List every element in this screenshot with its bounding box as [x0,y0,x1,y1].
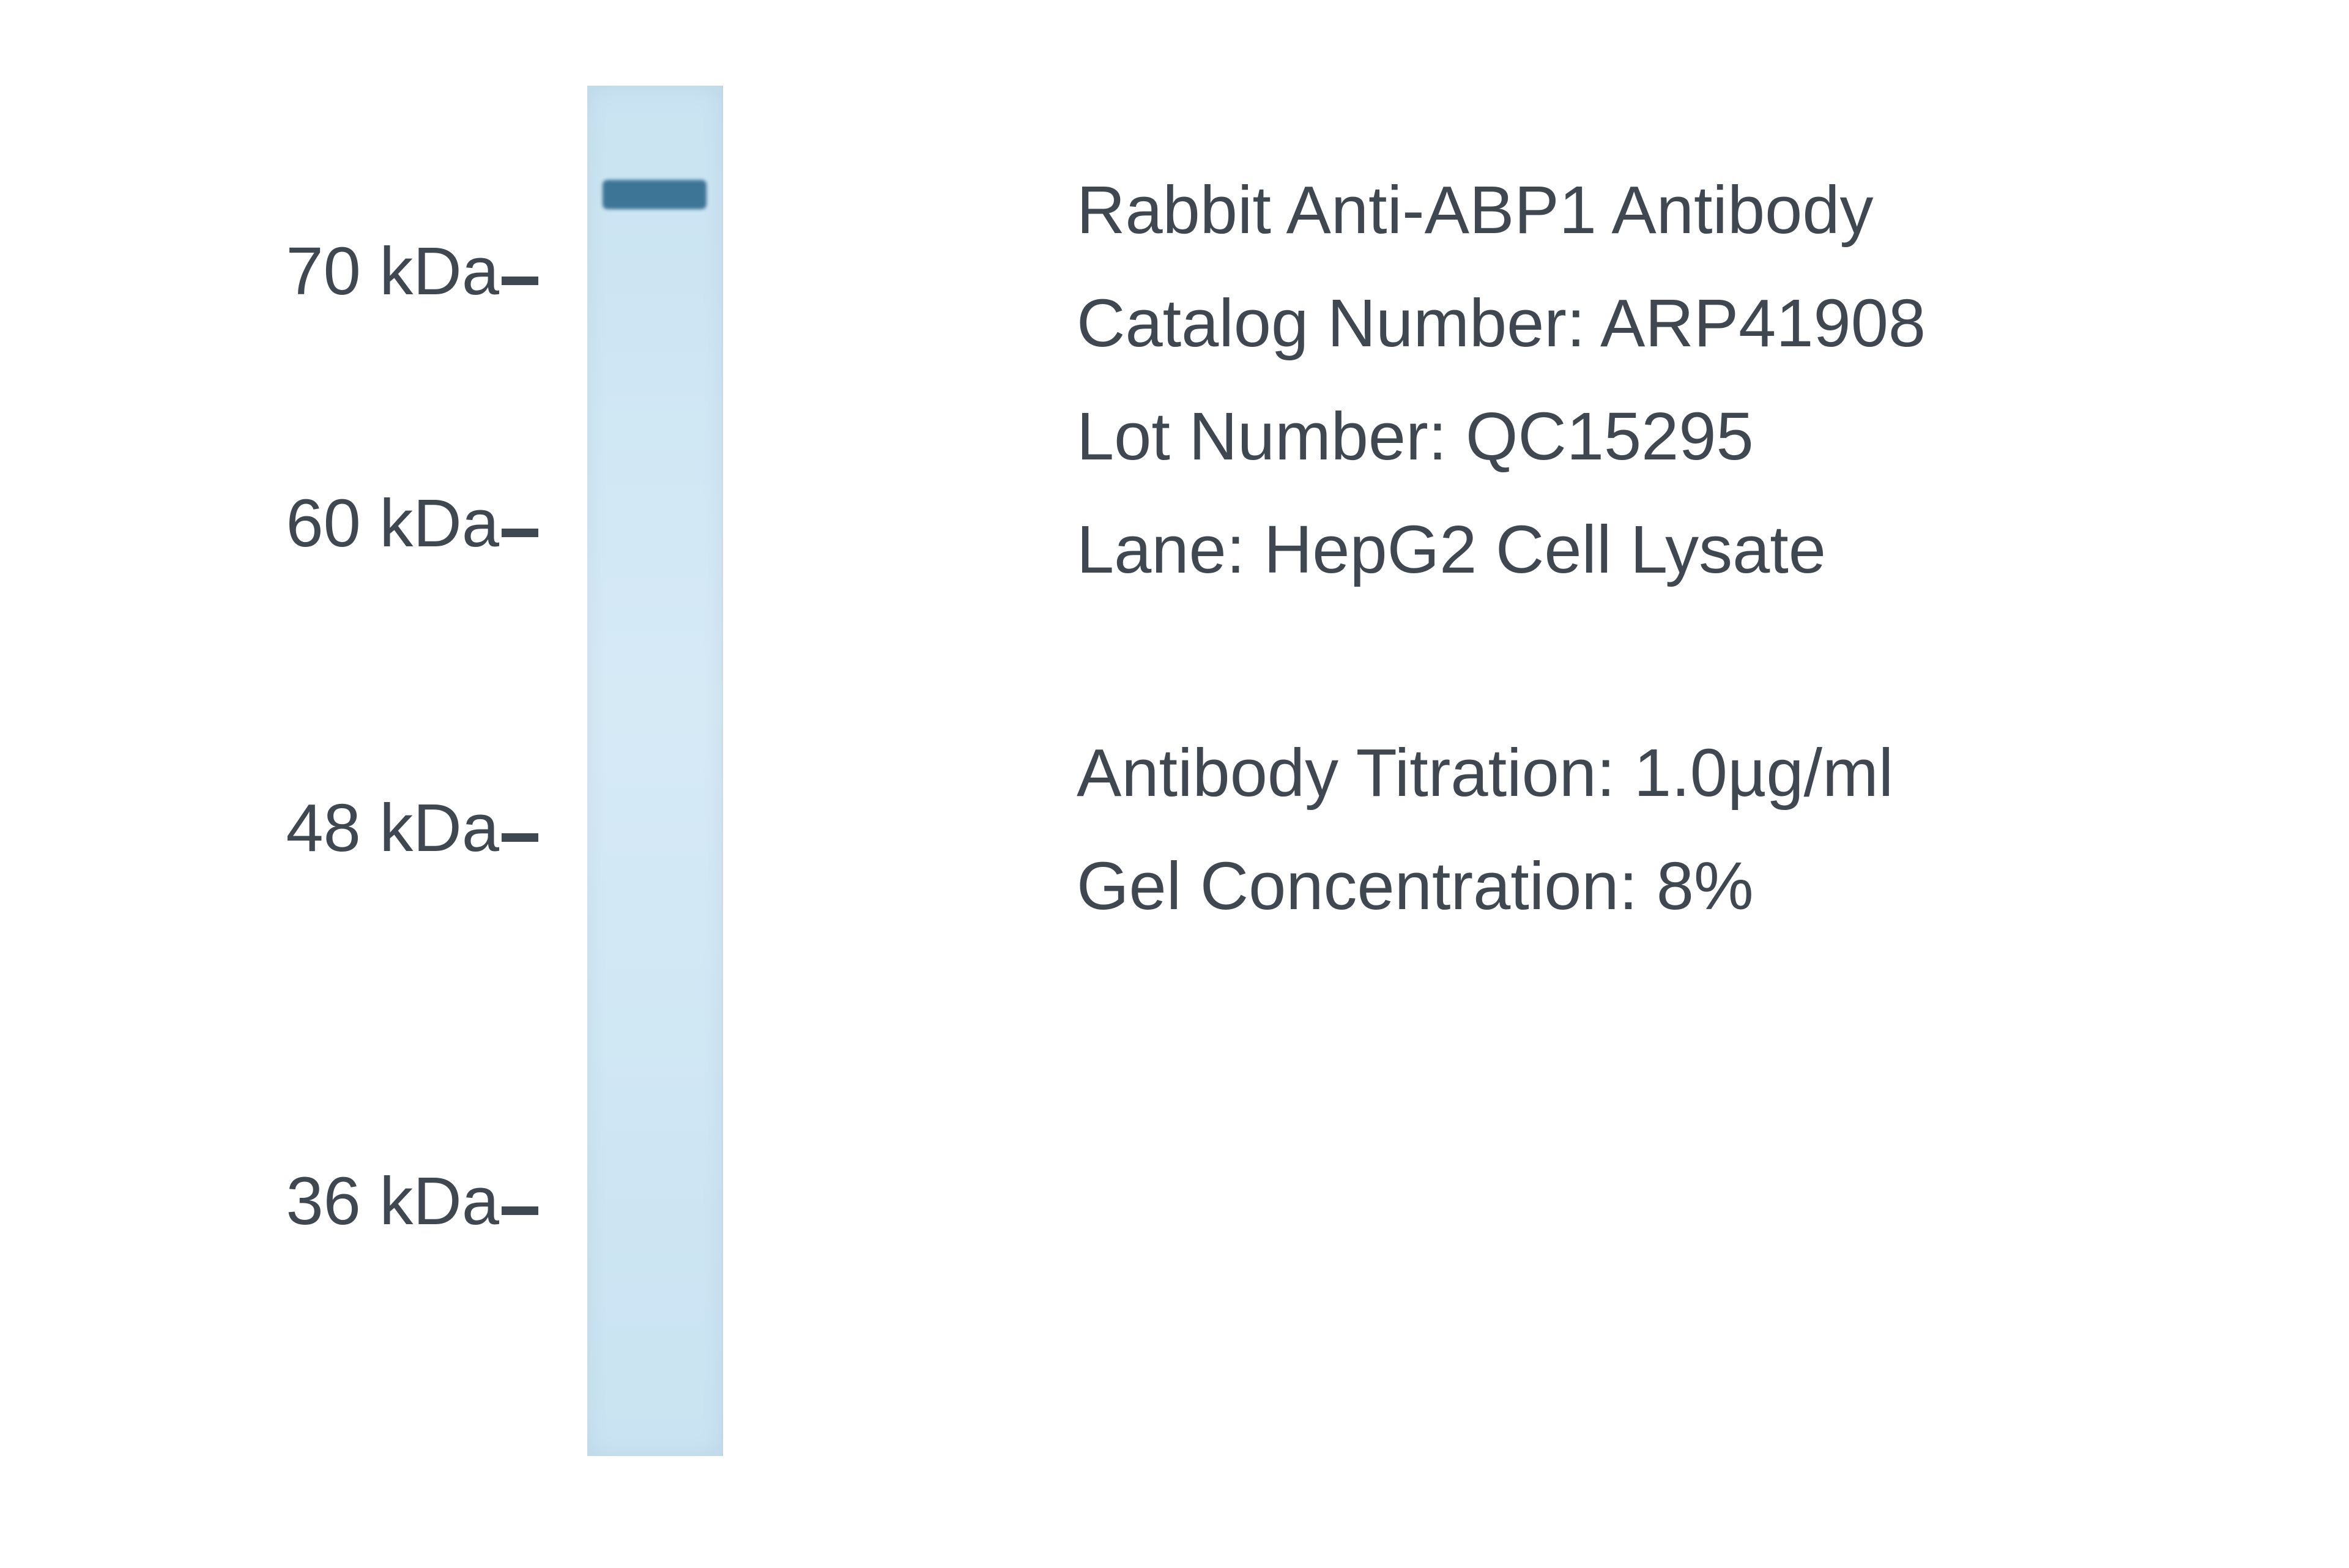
mw-marker-label: 36 kDa [286,1164,499,1239]
mw-marker-tick [502,833,538,842]
info-line-0: Rabbit Anti-ABP1 Antibody [1077,171,1874,249]
blot-band [603,180,707,209]
mw-marker-label: 48 kDa [286,790,499,866]
mw-marker-60: 60 kDa [286,485,538,562]
mw-marker-70: 70 kDa [286,232,538,310]
info-line-2: Lot Number: QC15295 [1077,398,1754,475]
mw-marker-36: 36 kDa [286,1162,538,1240]
mw-marker-tick [502,1206,538,1215]
mw-marker-tick [502,529,538,537]
info-line-5: Gel Concentration: 8% [1077,847,1754,925]
figure-canvas: 70 kDa 60 kDa 48 kDa 36 kDa Rabbit Anti-ABP… [0,0,2349,1568]
info-line-4: Antibody Titration: 1.0µg/ml [1077,734,1893,812]
mw-marker-tick [502,277,538,285]
mw-marker-48: 48 kDa [286,789,538,867]
mw-marker-label: 70 kDa [286,234,499,309]
info-line-3: Lane: HepG2 Cell Lysate [1077,511,1826,589]
info-line-1: Catalog Number: ARP41908 [1077,284,1926,362]
mw-marker-label: 60 kDa [286,486,499,561]
western-blot-lane [587,86,723,1456]
